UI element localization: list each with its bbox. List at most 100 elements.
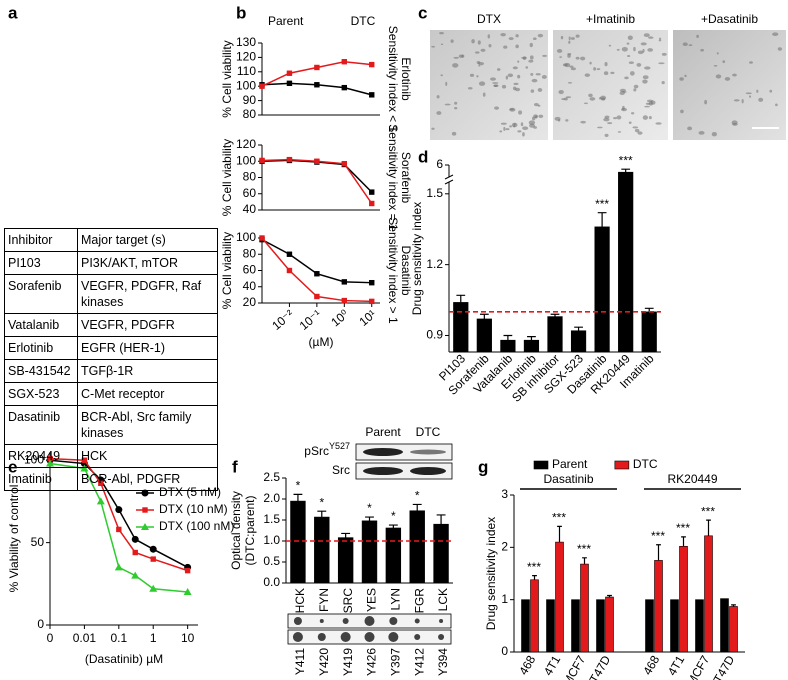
cell-speck xyxy=(598,97,602,100)
y-tick-label: 3 xyxy=(501,487,508,501)
error-bar xyxy=(456,294,466,303)
side-label: Sensitivity index = 1 xyxy=(386,124,400,231)
cell-speck xyxy=(503,126,506,132)
cell-speck xyxy=(501,84,507,89)
inset-band xyxy=(363,448,403,456)
error-bar xyxy=(412,503,422,511)
table-cell: PI103 xyxy=(4,251,78,275)
cell-speck xyxy=(531,78,538,83)
y-axis-label: % Viability of control xyxy=(7,485,21,593)
x-tick-label: T47D xyxy=(711,653,738,680)
x-axis-label: (µM) xyxy=(309,335,334,349)
error-bar xyxy=(656,544,661,561)
inset-column-label: Parent xyxy=(365,425,401,439)
significance: * xyxy=(391,509,396,523)
blot-label: Y397 xyxy=(389,648,403,676)
cell-speck xyxy=(642,79,648,84)
cell-speck xyxy=(648,36,654,39)
cell-speck xyxy=(533,37,537,41)
error-bar xyxy=(550,313,560,317)
cell-speck xyxy=(616,48,620,51)
cell-speck xyxy=(562,63,568,67)
y-tick-label: 40 xyxy=(243,279,257,293)
cell-speck xyxy=(490,77,496,81)
micrograph xyxy=(673,30,786,140)
error-bar xyxy=(574,326,583,331)
cell-speck xyxy=(687,126,693,131)
cell-speck xyxy=(749,61,753,64)
y-tick-label: 80 xyxy=(243,170,257,184)
axis-break xyxy=(444,179,454,185)
cell-speck xyxy=(745,92,752,95)
table-row: Dasatinib BCR-Abl, Src family kinases xyxy=(4,405,218,445)
blot-label: Y394 xyxy=(436,648,450,676)
y-tick-label: 2 xyxy=(501,540,508,554)
panel-label: g xyxy=(478,457,488,476)
cell-speck xyxy=(567,54,571,58)
y-tick-label: 60 xyxy=(243,186,257,200)
y-tick-label: 50 xyxy=(31,535,45,549)
inset-row-label: pSrcY527 xyxy=(304,441,350,458)
cell-speck xyxy=(535,73,541,76)
y-tick-label: 1.5 xyxy=(263,512,280,526)
x-tick-label: YES xyxy=(365,588,379,612)
bar xyxy=(361,520,378,584)
cell-speck xyxy=(482,92,486,97)
cell-speck xyxy=(451,131,457,136)
x-tick-label: LCK xyxy=(436,588,450,611)
cell-speck xyxy=(733,99,740,102)
cell-speck xyxy=(503,45,508,49)
cell-speck xyxy=(541,74,547,79)
cell-speck xyxy=(477,40,481,45)
cell-speck xyxy=(604,133,609,138)
data-point xyxy=(286,70,293,76)
side-drug: Dasatinib xyxy=(399,245,413,295)
y-axis-label: (DTC:parent) xyxy=(243,495,257,565)
cell-speck xyxy=(580,56,586,61)
significance: *** xyxy=(701,504,715,518)
table-cell: PI3K/AKT, mTOR xyxy=(77,251,218,275)
bar xyxy=(679,545,688,653)
cell-speck xyxy=(444,103,451,106)
inset-row-text: Src xyxy=(332,463,350,477)
cell-speck xyxy=(589,61,592,65)
cell-speck xyxy=(517,130,522,133)
table-cell: TGFβ-1R xyxy=(77,359,218,383)
cell-speck xyxy=(567,81,573,84)
cell-speck xyxy=(604,115,610,119)
error-bar xyxy=(582,557,587,565)
x-tick-label: 10⁻² xyxy=(269,307,296,333)
cell-speck xyxy=(658,37,662,41)
table-cell: Dasatinib xyxy=(4,405,78,445)
data-point xyxy=(184,567,191,574)
cell-speck xyxy=(716,52,719,55)
y-axis-label: Drug sensitivity index xyxy=(410,202,424,315)
error-bar xyxy=(621,168,631,173)
cell-speck xyxy=(467,87,473,90)
y-axis-label: Optical density xyxy=(229,491,243,570)
cell-speck xyxy=(528,59,534,63)
cell-speck xyxy=(633,84,639,89)
y-tick-label: 120 xyxy=(236,137,256,151)
cell-speck xyxy=(724,77,731,81)
significance: * xyxy=(319,495,324,509)
series-line xyxy=(261,158,373,204)
cell-speck xyxy=(511,122,518,128)
y-axis-label: % Cell viability xyxy=(220,40,234,117)
micrograph xyxy=(553,30,668,140)
data-point xyxy=(341,279,348,285)
legend-label: DTC xyxy=(351,14,376,28)
bar xyxy=(596,599,605,653)
y-tick-label: 0.5 xyxy=(263,554,280,568)
cell-speck xyxy=(684,74,687,78)
table-header: Inhibitor Major target (s) xyxy=(4,228,218,252)
cell-speck xyxy=(580,120,586,124)
cell-speck xyxy=(628,121,632,124)
cell-speck xyxy=(440,43,444,46)
cell-speck xyxy=(560,35,564,40)
error-bar xyxy=(388,524,398,528)
cell-speck xyxy=(570,67,576,71)
bar xyxy=(670,599,679,653)
error-bar xyxy=(731,604,736,607)
y-tick-label: 2.0 xyxy=(263,491,280,505)
